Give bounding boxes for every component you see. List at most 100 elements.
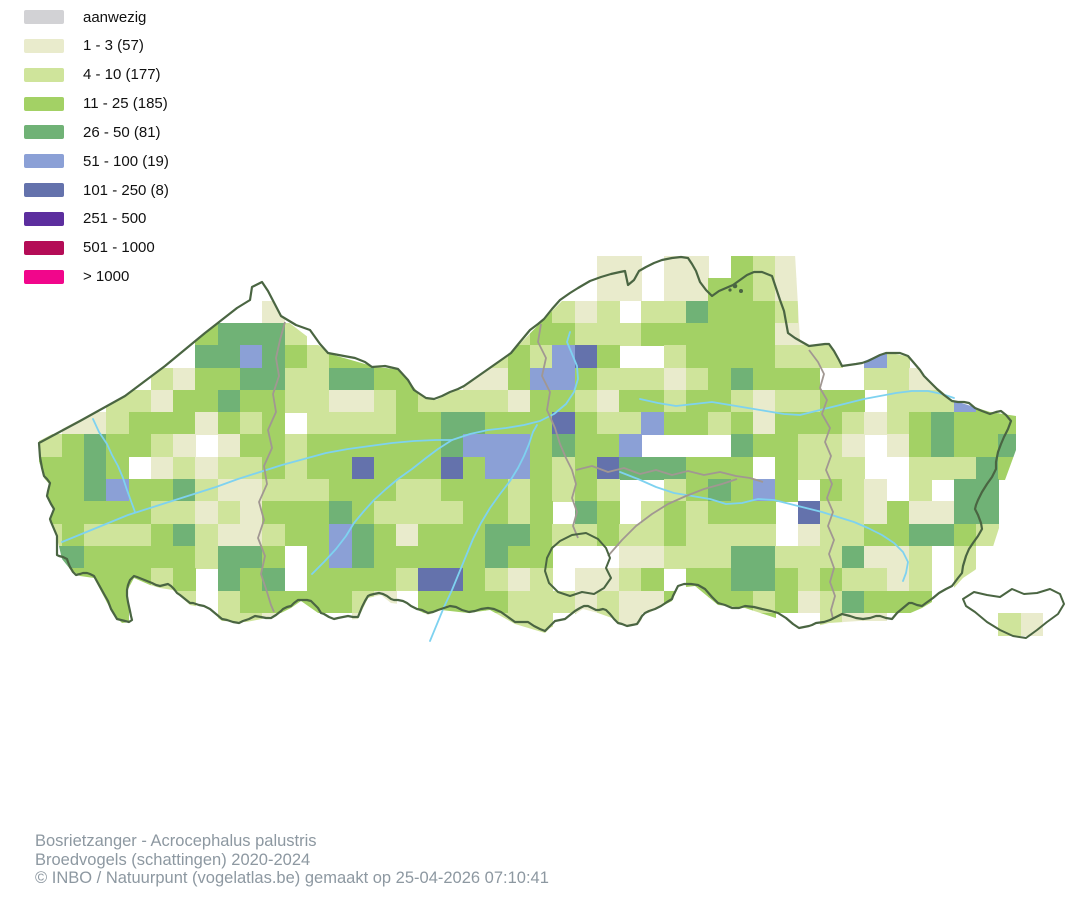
grid-cell <box>507 501 531 525</box>
grid-cell <box>128 412 152 435</box>
grid-cell <box>396 412 419 435</box>
grid-cell <box>574 412 598 435</box>
grid-cell <box>106 412 130 435</box>
grid-cell <box>886 523 910 547</box>
grid-cell <box>619 568 642 592</box>
grid-cell <box>931 523 955 547</box>
grid-cell <box>351 545 375 569</box>
legend-item: 51 - 100 (19) <box>24 150 169 172</box>
region-border <box>37 255 1013 633</box>
grid-cell <box>574 345 598 369</box>
grid-cell <box>396 389 419 413</box>
grid-cell <box>975 501 999 525</box>
grid-cell <box>240 412 263 435</box>
grid-cell <box>463 412 486 435</box>
grid-cell <box>329 412 353 435</box>
grid-cell <box>574 389 598 413</box>
grid-cell <box>641 367 665 391</box>
grid-cell <box>485 479 509 502</box>
grid-cell <box>663 389 687 413</box>
grid-cell <box>686 412 709 435</box>
grid-cell <box>128 479 152 502</box>
grid-cell <box>909 456 932 480</box>
grid-cell <box>485 456 509 480</box>
grid-cell <box>173 367 196 391</box>
grid-cell <box>686 367 709 391</box>
grid-cell <box>909 501 932 525</box>
grid-cell <box>596 367 620 391</box>
grid-cell <box>842 568 865 592</box>
grid-cell <box>842 501 865 525</box>
grid-cell <box>641 456 665 480</box>
grid-cell <box>173 479 196 502</box>
grid-cell <box>284 345 308 369</box>
grid-cell <box>306 434 330 458</box>
grid-cell <box>819 545 843 569</box>
grid-cell <box>83 545 107 569</box>
grid-cell <box>396 434 419 458</box>
grid-cell <box>373 412 397 435</box>
river-demer <box>639 390 955 416</box>
grid-cell <box>596 412 620 435</box>
grid-cell <box>797 367 821 391</box>
grid-cell <box>463 389 486 413</box>
grid-cell <box>686 300 709 324</box>
grid-cell <box>775 479 799 502</box>
species-title: Bosrietzanger - Acrocephalus palustris <box>35 832 317 850</box>
grid-cell <box>663 523 687 547</box>
grid-cell <box>619 523 642 547</box>
grid-cell <box>83 434 107 458</box>
grid-cell <box>195 367 219 391</box>
grid-cell <box>663 545 687 569</box>
grid-cell <box>507 434 531 458</box>
grid-cell <box>128 501 152 525</box>
grid-cell <box>730 300 754 324</box>
legend-item: 4 - 10 (177) <box>24 64 161 86</box>
grid-cell <box>306 590 330 614</box>
grid-cell <box>797 434 821 458</box>
grid-cell <box>663 300 687 324</box>
grid-cell <box>329 479 353 502</box>
grid-cell <box>529 322 553 346</box>
grid-cell <box>440 479 464 502</box>
grid-cell <box>240 345 263 369</box>
grid-cell <box>507 479 531 502</box>
grid-cell <box>440 523 464 547</box>
grid-cell <box>262 434 286 458</box>
grid-cell <box>752 389 776 413</box>
grid-cell <box>619 367 642 391</box>
grid-cell <box>217 322 241 346</box>
grid-cell <box>596 300 620 324</box>
river-dijle-canal <box>619 471 909 582</box>
legend-label: > 1000 <box>83 268 130 286</box>
grid-cell <box>574 501 598 525</box>
grid-cell <box>418 568 442 592</box>
brussels-border <box>544 532 612 597</box>
grid-cell <box>306 367 330 391</box>
grid-cell <box>708 300 732 324</box>
grid-cell <box>351 568 375 592</box>
grid-cell <box>262 545 286 569</box>
grid-cell <box>641 545 665 569</box>
grid-cell <box>106 501 130 525</box>
grid-cell <box>663 322 687 346</box>
grid-cell <box>686 545 709 569</box>
grid-cell <box>686 389 709 413</box>
legend-item: 1 - 3 (57) <box>24 35 144 57</box>
grid-cell <box>886 389 910 413</box>
legend-swatch <box>24 154 64 169</box>
grid-cell <box>663 256 687 279</box>
legend-label: 11 - 25 (185) <box>83 95 168 113</box>
grid-cell <box>106 568 130 592</box>
grid-cell <box>886 568 910 592</box>
grid-cell <box>83 501 107 525</box>
grid-cell <box>173 568 196 592</box>
grid-cell <box>306 345 330 369</box>
grid-cell <box>752 278 776 302</box>
grid-cell <box>150 434 174 458</box>
grid-cell <box>909 479 932 502</box>
grid-cell <box>797 456 821 480</box>
map-caption: Bosrietzanger - Acrocephalus palustris B… <box>35 832 549 888</box>
grid-cell <box>529 456 553 480</box>
